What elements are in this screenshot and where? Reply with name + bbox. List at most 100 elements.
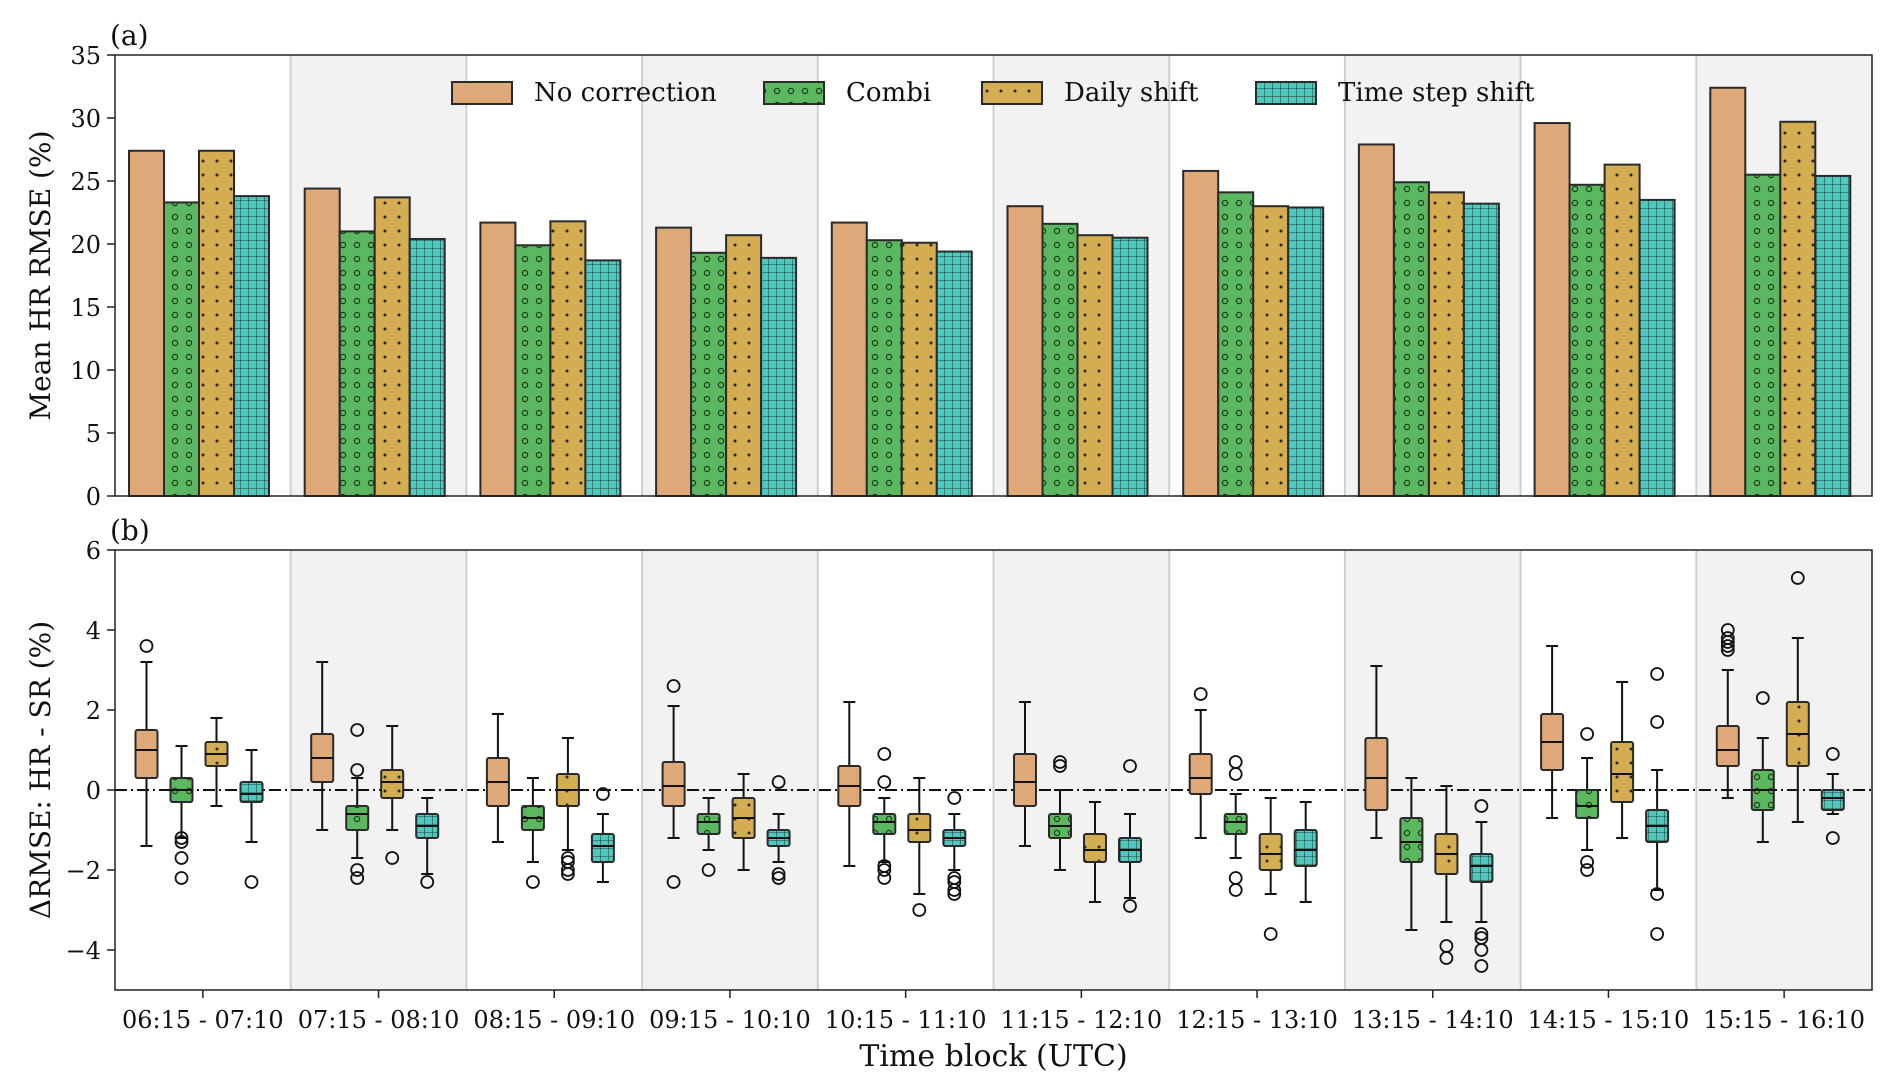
outlier [596, 787, 610, 801]
outlier [174, 835, 189, 849]
bar [1357, 143, 1395, 498]
box-plot [1083, 801, 1107, 903]
outlier [385, 851, 400, 865]
outlier [1228, 883, 1243, 897]
box [907, 813, 932, 843]
outlier [1263, 927, 1278, 941]
y-tick-label: 10 [70, 357, 101, 385]
box-plot [415, 797, 440, 889]
outlier [1474, 927, 1489, 941]
legend-swatch [763, 81, 825, 105]
bar [1427, 191, 1465, 497]
box-plot [731, 773, 756, 871]
box [1364, 737, 1389, 811]
box-plot [1715, 623, 1740, 799]
x-tick-label: 13:15 - 14:10 [1352, 1006, 1514, 1034]
bar [935, 250, 973, 497]
panel-a-bars [128, 86, 1852, 498]
bar [549, 220, 587, 497]
outlier [877, 871, 892, 885]
panel-b-label: (b) [110, 514, 150, 547]
bar [690, 251, 728, 497]
outlier [350, 871, 365, 885]
bar [198, 149, 235, 497]
bar [479, 221, 517, 498]
panel-b-y-axis: −4 −2 0 2 4 6 [66, 537, 115, 965]
panel-b: −4 −2 0 2 4 6 06:15 - 07:10 07:15 - 08:10 08:15… [24, 514, 1873, 1074]
box [1083, 833, 1107, 863]
panel-a-y-axis-label: Mean HR RMSE (%) [24, 131, 57, 421]
outlier [350, 863, 365, 877]
outlier [1720, 639, 1735, 653]
bar [1814, 174, 1852, 498]
box [1575, 789, 1600, 819]
box [1715, 725, 1740, 767]
panel-a-separators [289, 55, 1698, 496]
outlier [526, 875, 540, 889]
bar [900, 241, 938, 497]
y-tick-label: 5 [86, 420, 101, 448]
box-plot [661, 679, 686, 889]
outlier [1650, 927, 1664, 941]
y-tick-label: 4 [86, 617, 101, 645]
box [1820, 789, 1845, 811]
outlier [1474, 799, 1489, 813]
box-plot [837, 701, 862, 867]
bar [1217, 191, 1255, 497]
bar [1462, 202, 1500, 497]
box [661, 761, 686, 807]
bar [1041, 222, 1079, 497]
box-plot [1399, 777, 1424, 931]
outlier [1650, 715, 1664, 729]
outlier [1790, 571, 1805, 585]
box-plot [1048, 755, 1072, 871]
box-plot [1118, 759, 1142, 913]
outlier [877, 747, 892, 761]
box [1258, 833, 1283, 871]
outlier [350, 723, 365, 737]
box-plot [520, 777, 545, 889]
box-plot [1645, 667, 1670, 941]
outlier [1580, 863, 1594, 877]
bar [1533, 122, 1571, 497]
box [696, 813, 721, 835]
bar [1744, 173, 1782, 497]
panel-a: 0 5 10 15 20 25 30 35 (a) Mean HR RMSE (%) No c… [24, 19, 1873, 511]
box [1610, 741, 1635, 803]
bar [865, 239, 903, 497]
outlier [1580, 855, 1594, 869]
outlier [174, 851, 189, 865]
y-tick-label: 0 [86, 777, 101, 805]
outlier [174, 871, 189, 885]
box [1469, 853, 1494, 883]
bar [830, 221, 868, 498]
legend-label: Time step shift [1338, 78, 1535, 108]
outlier [912, 903, 927, 917]
box [1223, 813, 1248, 835]
outlier [1053, 759, 1067, 773]
outlier [139, 639, 154, 653]
outlier [244, 875, 259, 889]
bar [1603, 163, 1641, 497]
box-plot [485, 713, 510, 843]
box-plot [134, 639, 159, 847]
box-plot [1785, 571, 1810, 823]
outlier [1123, 759, 1137, 773]
outlier [771, 871, 786, 885]
legend-label: Combi [846, 78, 931, 108]
bar [1252, 205, 1290, 497]
outlier [1650, 667, 1664, 681]
bar [408, 237, 446, 498]
bar [725, 234, 763, 497]
box-plot [1013, 701, 1037, 847]
panel-b-y-axis-label: ΔRMSE: HR - SR (%) [24, 621, 57, 919]
bar [303, 187, 341, 497]
outlier [1720, 623, 1735, 637]
bar [514, 244, 552, 497]
box-plot [555, 737, 580, 881]
legend-swatch [451, 81, 513, 105]
box-plot [239, 749, 264, 889]
box-plot [1293, 801, 1318, 903]
bar [1779, 120, 1817, 497]
